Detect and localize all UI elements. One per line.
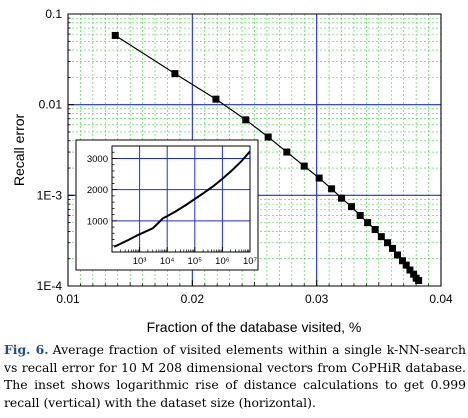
- inset-x-tick-label: 10⁶: [215, 256, 230, 267]
- data-point: [384, 239, 392, 247]
- inset-frame: [111, 145, 251, 253]
- x-tick-label: 0.04: [429, 292, 453, 306]
- data-point: [171, 70, 179, 78]
- data-point: [242, 116, 250, 124]
- data-point: [347, 203, 355, 211]
- chart-svg: 0.01 0.02 0.03 0.04 1E-4 1E-3 0.01 0.1 Fractio…: [11, 7, 453, 335]
- y-tick-label: 0.1: [45, 7, 62, 21]
- inset-x-tick-label: 10⁵: [188, 256, 203, 267]
- inset-ticks: [112, 151, 251, 252]
- chart-area: 0.01 0.02 0.03 0.04 1E-4 1E-3 0.01 0.1 Fractio…: [11, 7, 453, 335]
- inset-y-tick-label: 3000: [87, 154, 108, 165]
- data-point: [371, 225, 379, 233]
- y-tick-label: 1E-3: [37, 188, 63, 202]
- data-point: [364, 219, 372, 227]
- inset-series-line: [113, 150, 251, 248]
- axis-ticks: [67, 13, 442, 287]
- data-point: [398, 257, 406, 265]
- y-tick-label: 0.01: [39, 98, 63, 112]
- x-tick-label: 0.03: [305, 292, 329, 306]
- x-axis-label: Fraction of the database visited, %: [147, 319, 362, 335]
- inset-x-tick-label: 10³: [133, 256, 147, 267]
- series-markers: [111, 31, 423, 284]
- data-point: [111, 31, 119, 39]
- data-point: [315, 174, 323, 182]
- x-tick-label: 0.02: [181, 292, 205, 306]
- inset-y-tick-label: 2000: [87, 185, 108, 196]
- data-point: [212, 95, 220, 103]
- x-tick-label: 0.01: [56, 292, 80, 306]
- y-tick-label: 1E-4: [37, 279, 63, 293]
- inset-y-tick-label: 1000: [87, 216, 108, 227]
- inset-tick-labels: 10³ 10⁴ 10⁵ 10⁶ 10⁷ 1000 2000 3000: [87, 154, 258, 267]
- inset-x-tick-label: 10⁴: [160, 256, 175, 267]
- figure-caption: Fig. 6. Average fraction of visited eleme…: [4, 341, 466, 411]
- data-point: [415, 276, 423, 284]
- data-point: [406, 266, 414, 274]
- inset-x-tick-label: 10⁷: [243, 256, 258, 267]
- caption-text: Average fraction of visited elements wit…: [4, 342, 467, 410]
- data-point: [264, 133, 272, 141]
- data-point: [300, 162, 308, 170]
- data-point: [338, 194, 346, 202]
- data-point: [356, 211, 364, 219]
- y-tick-labels: 1E-4 1E-3 0.01 0.1: [37, 7, 63, 293]
- data-point: [283, 148, 291, 156]
- x-tick-labels: 0.01 0.02 0.03 0.04: [56, 292, 453, 306]
- figure-label: Fig. 6.: [4, 342, 49, 357]
- data-point: [389, 244, 397, 252]
- data-point: [328, 185, 336, 193]
- data-point: [377, 233, 385, 241]
- data-point: [410, 270, 418, 278]
- data-point: [402, 261, 410, 269]
- inset-chart: 10³ 10⁴ 10⁵ 10⁶ 10⁷ 1000 2000 3000: [75, 139, 259, 271]
- data-point: [393, 251, 401, 259]
- y-axis-label: Recall error: [11, 113, 27, 186]
